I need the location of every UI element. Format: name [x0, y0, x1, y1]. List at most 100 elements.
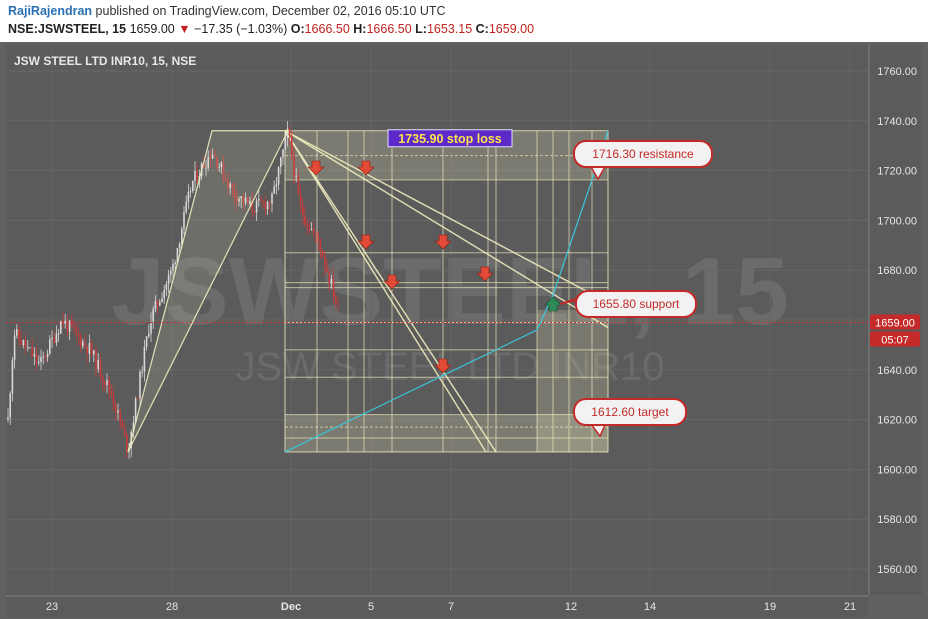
price-chart[interactable]: JSWSTEEL, 15 JSW STEEL LTD INR10 1735.90… [0, 42, 928, 619]
close-label: C: [475, 22, 489, 36]
candle-body [115, 405, 117, 413]
candle-body [220, 163, 223, 168]
candle-body [209, 156, 212, 159]
published-text: published on TradingView.com, December 0… [95, 4, 446, 18]
time-axis[interactable] [6, 597, 868, 617]
candle-body [269, 201, 271, 204]
candle-body [277, 167, 280, 185]
candle-body [240, 196, 242, 199]
candle-body [137, 398, 139, 400]
fan-ray [284, 130, 497, 453]
fan-ray [284, 130, 609, 329]
candle-body [110, 390, 113, 396]
time-ticks: 23 28 Dec 5 7 12 14 19 21 [46, 601, 856, 613]
symbol-label[interactable]: NSE:JSWSTEEL, 15 [8, 22, 127, 36]
candle-body [266, 201, 269, 210]
candle-body [46, 353, 49, 358]
high-label: H: [353, 22, 367, 36]
candle-body [108, 380, 110, 391]
candle-body [253, 211, 256, 213]
candle-body [150, 321, 152, 334]
candle-body [156, 300, 159, 306]
price-ticks: 1560.001580.001600.001620.001640.001660.… [877, 66, 917, 576]
low-label: L: [415, 22, 427, 36]
candle-body [31, 347, 33, 357]
candle-body [271, 193, 273, 204]
candle-body [222, 163, 225, 180]
candle-body [90, 343, 93, 355]
candle-body [319, 241, 322, 251]
price-tick-label: 1720.00 [877, 166, 917, 178]
candle-body [244, 197, 247, 203]
candle-body [238, 198, 240, 202]
candle-body [176, 248, 179, 263]
candle-body [330, 278, 333, 284]
candle-body [24, 339, 27, 348]
price-tick-label: 1620.00 [877, 415, 917, 427]
chart-title: JSW STEEL LTD INR10, 15, NSE [14, 54, 196, 68]
candle-body [310, 229, 313, 231]
candle-body [207, 156, 209, 168]
candle-body [167, 274, 170, 284]
callout-text: 1716.30 resistance [592, 147, 694, 161]
candle-body [328, 272, 330, 284]
time-tick-label: 21 [844, 601, 856, 613]
annotation-2[interactable]: 1655.80 support [559, 290, 697, 318]
candle-body [18, 329, 20, 340]
candle-body [88, 343, 91, 354]
candle-body [172, 264, 174, 271]
down-arrow-icon [357, 234, 375, 250]
candle-body [27, 347, 29, 349]
annotation-3[interactable]: 1612.60 target [573, 398, 687, 438]
candle-body [55, 333, 58, 343]
annotation-1[interactable]: 1716.30 resistance [573, 140, 713, 181]
candle-body [29, 347, 31, 349]
candle-body [291, 135, 293, 156]
price-tick-label: 1640.00 [877, 365, 917, 377]
candle-body [205, 167, 207, 169]
price-tick-label: 1700.00 [877, 215, 917, 227]
price-tick-label: 1740.00 [877, 116, 917, 128]
candle-body [297, 176, 300, 194]
candle-body [321, 250, 324, 258]
up-arrow-icon [544, 296, 562, 312]
stoploss-text: 1735.90 stop loss [398, 132, 502, 146]
candle-body [134, 398, 137, 423]
arrow-markers[interactable] [307, 160, 562, 374]
candle-body [247, 197, 249, 204]
candle-body [335, 297, 337, 303]
candle-body [280, 157, 282, 168]
candle-body [229, 183, 231, 189]
down-arrow-icon [307, 160, 325, 176]
candle-body [22, 339, 25, 346]
candle-body [117, 410, 119, 413]
time-tick-label: 7 [448, 601, 454, 613]
candle-body [79, 336, 82, 347]
candle-body [233, 188, 236, 197]
stoploss-tag[interactable]: 1735.90 stop loss [387, 129, 513, 148]
candle-body [40, 357, 42, 362]
pattern-drawings[interactable] [127, 130, 609, 453]
candle-body [337, 302, 339, 304]
annotation-labels[interactable]: 1735.90 stop loss 1716.30 resistance 1655.… [387, 129, 713, 438]
down-arrow-icon [383, 274, 401, 290]
candle-body [57, 333, 60, 335]
author-link[interactable]: RajiRajendran [8, 4, 93, 18]
last-price-value: 1659.00 [875, 317, 915, 329]
candle-body [82, 341, 84, 347]
candle-body [236, 196, 238, 202]
candle-body [148, 333, 150, 337]
price-tick-label: 1680.00 [877, 265, 917, 277]
candle-body [249, 200, 251, 204]
callout-text: 1612.60 target [591, 405, 669, 419]
callout-text: 1655.80 support [593, 297, 680, 311]
candle-body [145, 336, 148, 347]
candle-body [214, 154, 216, 157]
candle-body [154, 300, 157, 310]
fib-fan-drawing[interactable] [284, 130, 609, 453]
candle-body [121, 422, 124, 428]
xabcd-pattern [127, 130, 289, 453]
time-tick-label: 28 [166, 601, 178, 613]
candle-body [242, 196, 245, 203]
candle-body [93, 350, 95, 355]
